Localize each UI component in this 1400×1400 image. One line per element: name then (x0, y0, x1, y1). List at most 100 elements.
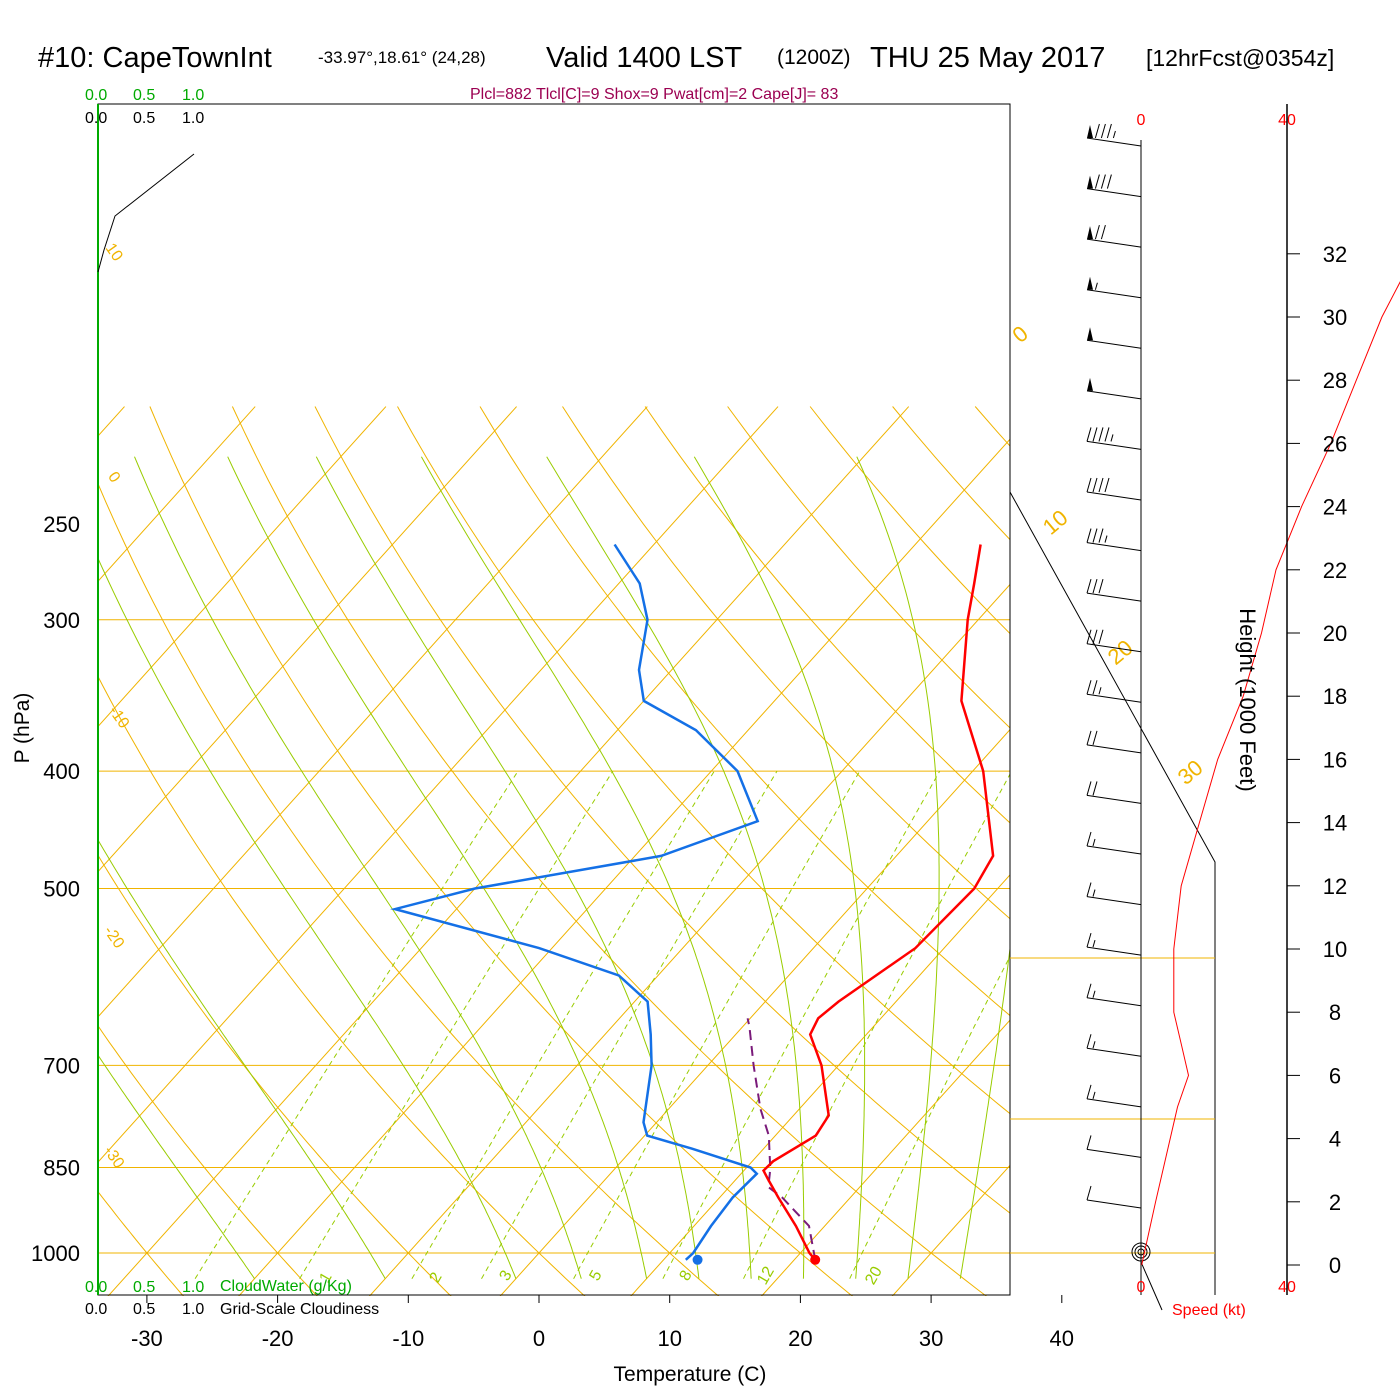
mixing-ratio-label: 5 (587, 1268, 606, 1284)
height-tick-label: 24 (1323, 495, 1347, 520)
wind-barb-full (1100, 174, 1106, 189)
wind-panel: 04080120 04080120 Speed (kt) (1009, 112, 1400, 1319)
cloudwater-caption: CloudWater (g/Kg) (220, 1278, 352, 1295)
speed-axis-top: 04080120 (1137, 112, 1296, 129)
moist-adiabat-line (856, 456, 940, 1279)
height-tick-label: 14 (1323, 811, 1347, 836)
wind-barb-half (1110, 434, 1114, 442)
dry-adiabat-line (98, 854, 452, 1296)
wind-barb-half (1092, 1041, 1096, 1049)
mixing-ratio-line (849, 955, 1010, 1279)
wind-barb-half (1098, 687, 1102, 695)
wind-barb-staff (1086, 794, 1142, 804)
wind-barb-staff (1086, 845, 1142, 855)
moist-adiabat-lines (98, 456, 1010, 1279)
wind-barb-staff (1086, 491, 1142, 501)
station-coords: -33.97°,18.61° (24,28) (318, 48, 486, 67)
dry-adiabat-line (562, 406, 1010, 920)
x-tick-label: 40 (1050, 1326, 1074, 1351)
height-tick-label: 22 (1323, 558, 1347, 583)
mixing-ratio-line (573, 770, 861, 1279)
dry-adiabat-line (1305, 407, 1400, 1304)
wind-barb-pennant (1087, 276, 1093, 290)
wind-barb-full (1098, 427, 1104, 442)
y-tick-label: 400 (43, 759, 80, 784)
y-tick-label: 1000 (31, 1241, 80, 1266)
cloudiness-top-tick: 0.5 (133, 110, 155, 127)
mixing-ratio-line (743, 773, 1010, 1279)
height-tick-label: 18 (1323, 684, 1347, 709)
wind-barb-pennant (1087, 377, 1093, 391)
wind-barb-full (1100, 225, 1106, 240)
x-tick-label: -30 (131, 1326, 163, 1351)
moist-adiabat-line (98, 1054, 255, 1279)
cloudiness-bottom-tick: 1.0 (182, 1301, 204, 1318)
isotherm-line (98, 406, 779, 1163)
wind-barb-full (1086, 629, 1092, 644)
isobar-lines (98, 619, 1010, 1254)
wind-barb-full (1086, 983, 1092, 998)
cloudwater-bottom-tick: 0.5 (133, 1279, 155, 1296)
dry-adiabat-line (397, 406, 1010, 1115)
dry-adiabat-line (1140, 407, 1400, 1304)
wind-barb-full (1092, 579, 1098, 594)
wind-barb-staff (1086, 289, 1142, 299)
parcel-trace (746, 1018, 817, 1260)
wind-barb-full (1086, 1185, 1092, 1201)
x-tick-label: 0 (533, 1326, 545, 1351)
isotherm-line (238, 438, 1010, 1296)
cloud-scale-top: 0.0 0.5 1.0 0.0 0.5 1.0 (85, 87, 204, 127)
cloudiness-top-tick: 0.0 (85, 110, 107, 127)
wind-barb-full (1094, 123, 1100, 139)
forecast-info: [12hrFcst@0354z] (1146, 45, 1334, 71)
dry-adiabat-line (98, 675, 586, 1296)
dry-adiabat-label: -10 (105, 703, 132, 732)
wind-barb-full (1086, 528, 1092, 543)
height-tick-label: 2 (1329, 1190, 1341, 1215)
wind-barb-full (1086, 579, 1092, 594)
x-tick-label: -20 (262, 1326, 294, 1351)
wind-barb-full (1094, 225, 1100, 240)
isotherm-line (1017, 407, 1400, 1304)
wind-barb-full (1104, 477, 1110, 493)
mixing-ratio-line (411, 770, 715, 1279)
mixing-ratio-line (299, 770, 614, 1279)
valid-time: Valid 1400 LST (546, 42, 742, 74)
height-tick-label: 16 (1323, 747, 1347, 772)
wind-barb-staff (1086, 238, 1142, 248)
wind-barb-pennant (1087, 175, 1093, 189)
speed-axis-title: Speed (kt) (1172, 1302, 1246, 1319)
wind-barb-full (1086, 427, 1092, 442)
height-tick-label: 0 (1329, 1253, 1341, 1278)
moist-adiabat-line (420, 456, 752, 1279)
wind-barb-pennant (1087, 226, 1093, 240)
plot-frame (97, 103, 1011, 1296)
dry-adiabat-line (727, 406, 1010, 729)
wind-barb-full (1094, 174, 1100, 189)
calm-wind-circle (1137, 1248, 1145, 1256)
wind-barb-staff (1086, 643, 1142, 653)
wind-barb-staff (1086, 1098, 1142, 1108)
wind-barb-full (1086, 730, 1092, 745)
height-axis-title: Height (1000 Feet) (1235, 608, 1260, 791)
x-tick-label: 30 (919, 1326, 943, 1351)
moist-adiabat-line (98, 839, 386, 1279)
height-tick-label: 4 (1329, 1127, 1341, 1152)
dry-adiabat-line (98, 1190, 184, 1296)
mixing-ratio-label: 2 (427, 1270, 446, 1286)
wind-barb-staff (1086, 542, 1142, 552)
y-axis-title: P (hPa) (11, 693, 34, 764)
wind-barb-staff (1086, 896, 1142, 906)
isotherm-label: 10 (1038, 505, 1073, 540)
dry-adiabat-label: 10 (102, 240, 126, 264)
x-tick-label: 20 (788, 1326, 812, 1351)
surface-wind-staff (1140, 1261, 1163, 1311)
height-tick-label: 20 (1323, 621, 1347, 646)
wind-barb-half (1092, 1091, 1096, 1099)
cloudwater-bottom-tick: 0.0 (85, 1279, 107, 1296)
wind-barb-full (1086, 781, 1092, 796)
wind-barb-half (1092, 940, 1096, 948)
isotherm-line (761, 1019, 1010, 1296)
moist-adiabat-line (315, 456, 700, 1279)
